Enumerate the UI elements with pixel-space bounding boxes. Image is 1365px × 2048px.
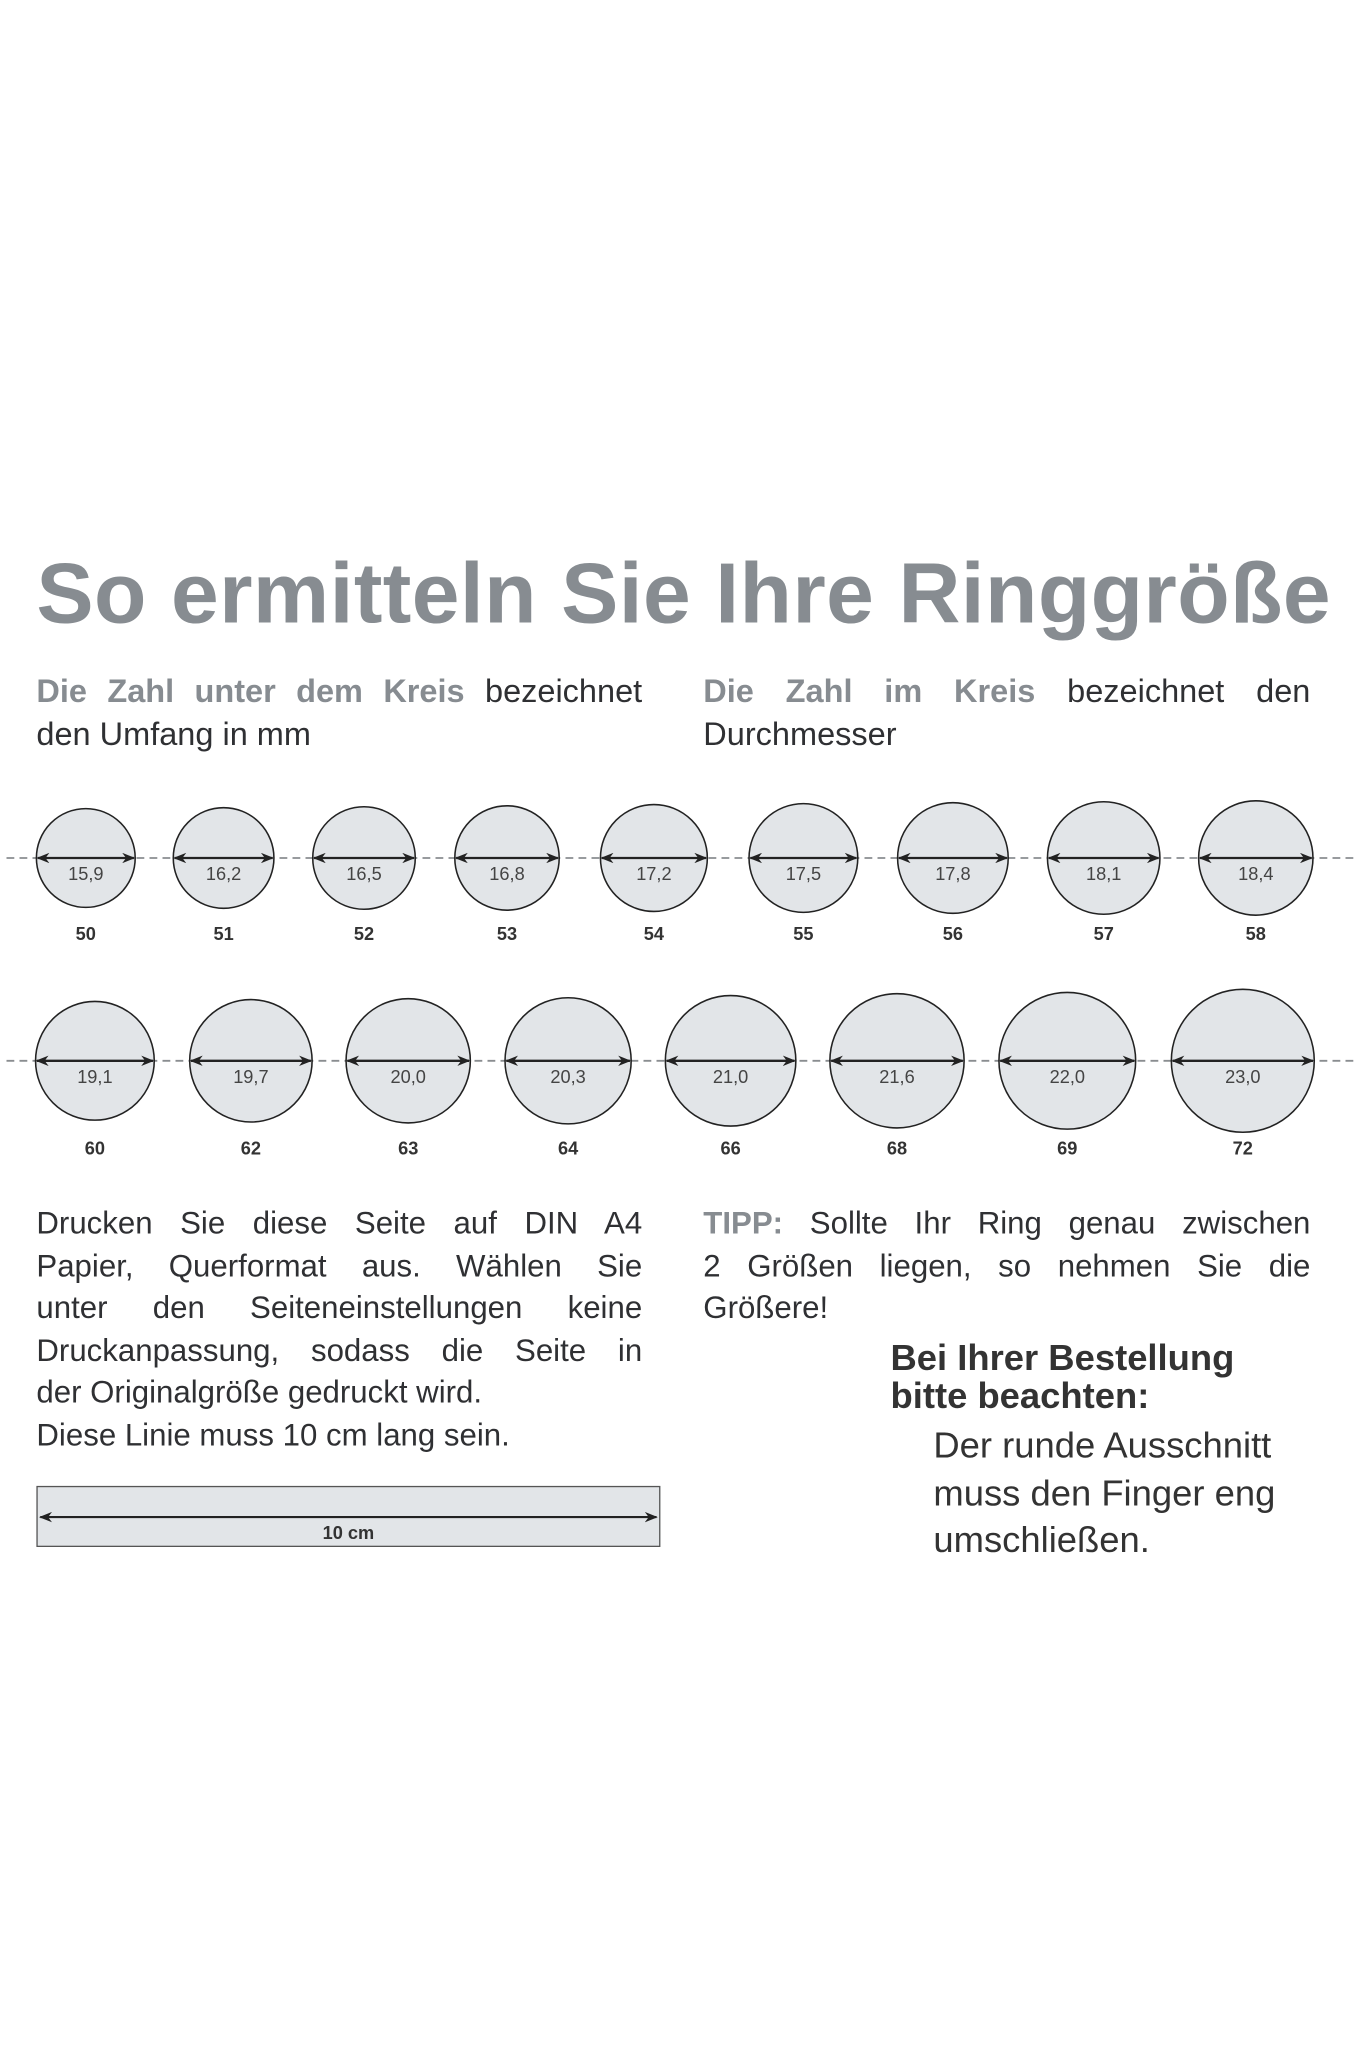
tip: TIPP: Sollte Ihr Ring genau zwischen 2 G… — [703, 1204, 1310, 1331]
order-note-title: Bei Ihrer Bestellung bitte beachten: — [890, 1339, 1234, 1414]
size-label: 68 — [887, 1138, 907, 1158]
tip-line: 2 Größen liegen, so nehmen Sie die — [703, 1248, 1311, 1284]
intro-circumference: Die Zahl unter dem Kreis bezeichnet den … — [36, 671, 642, 757]
diameter-label: 16,5 — [346, 864, 381, 884]
order-line: muss den Finger eng — [933, 1472, 1276, 1513]
diameter-label: 20,0 — [390, 1067, 425, 1087]
diameter-label: 16,2 — [206, 864, 241, 884]
diameter-label: 22,0 — [1050, 1067, 1085, 1087]
instruction-line: der Originalgröße gedruckt wird. — [36, 1375, 483, 1411]
ruler-arrow — [38, 1511, 658, 1523]
instruction-line: Diese Linie muss 10 cm lang sein. — [36, 1418, 510, 1454]
tip-line: Sollte Ihr Ring genau zwischen — [783, 1206, 1311, 1242]
tip-label: TIPP: — [703, 1206, 784, 1242]
order-line: Der runde Ausschnitt — [933, 1424, 1272, 1466]
print-instructions: Drucken Sie diese Seite auf DIN A4 Papie… — [36, 1204, 642, 1458]
diameter-label: 21,0 — [713, 1067, 748, 1087]
ten-cm-ruler: 10 cm — [36, 1485, 661, 1547]
intro-diameter: Die Zahl im Kreis bezeichnet den Durchme… — [703, 671, 1310, 757]
diameter-label: 18,1 — [1086, 864, 1121, 884]
size-label: 54 — [644, 924, 665, 944]
size-label: 63 — [398, 1138, 418, 1158]
diameter-label: 19,1 — [77, 1067, 112, 1087]
order-line: umschließen. — [933, 1519, 1150, 1560]
diameter-label: 23,0 — [1225, 1067, 1260, 1087]
diameter-label: 17,8 — [935, 864, 970, 884]
ruler-label: 10 cm — [322, 1522, 375, 1544]
size-label: 57 — [1094, 924, 1114, 944]
diameter-label: 21,6 — [879, 1067, 914, 1087]
size-label: 52 — [354, 924, 374, 944]
ring-circles: 15,9 50 16,2 51 16,5 52 16,8 53 17,2 54 17,5 55 17,8… — [6, 800, 1359, 1158]
diameter-label: 16,8 — [489, 864, 524, 884]
intro-line2: Durchmesser — [703, 716, 897, 753]
size-label: 51 — [213, 924, 233, 944]
size-label: 50 — [76, 924, 96, 944]
instruction-line: Papier, Querformat aus. Wählen Sie — [36, 1248, 643, 1284]
size-label: 53 — [497, 924, 517, 944]
size-label: 69 — [1057, 1138, 1077, 1158]
intro-word: im — [884, 673, 923, 710]
instruction-line: Druckanpassung, sodass die Seite in — [36, 1333, 643, 1369]
instruction-line: unter den Seiteneinstellungen keine — [36, 1291, 643, 1327]
diameter-label: 15,9 — [68, 864, 103, 884]
size-label: 66 — [720, 1138, 740, 1158]
intro-word: Zahl — [785, 673, 853, 710]
page-title: So ermitteln Sie Ihre Ringgröße — [36, 544, 1331, 641]
order-note-text: Der runde Ausschnitt muss den Finger eng… — [933, 1422, 1275, 1564]
diameter-label: 17,2 — [636, 864, 671, 884]
intro-word: Kreis — [954, 673, 1036, 710]
intro-word: den — [1256, 673, 1311, 710]
size-label: 62 — [241, 1138, 261, 1158]
size-label: 72 — [1233, 1138, 1253, 1158]
diameter-label: 20,3 — [550, 1067, 585, 1087]
instruction-line: Drucken Sie diese Seite auf DIN A4 — [36, 1206, 643, 1242]
tip-line: Größere! — [703, 1291, 829, 1327]
intro-word: Die — [703, 673, 754, 710]
size-label: 60 — [85, 1138, 105, 1158]
order-title-line: Bei Ihrer Bestellung — [890, 1337, 1235, 1378]
intro-word: bezeichnet — [1067, 673, 1225, 710]
diameter-label: 18,4 — [1238, 864, 1273, 884]
order-title-line: bitte beachten: — [890, 1375, 1150, 1416]
diameter-label: 17,5 — [786, 864, 821, 884]
size-label: 58 — [1246, 924, 1266, 944]
diameter-label: 19,7 — [233, 1067, 268, 1087]
size-label: 64 — [558, 1138, 579, 1158]
size-label: 56 — [943, 924, 963, 944]
size-label: 55 — [793, 924, 813, 944]
intro-highlight: Die Zahl unter dem Kreis — [36, 673, 465, 710]
intro-text: bezeichnet den Umfang in mm — [36, 673, 643, 753]
